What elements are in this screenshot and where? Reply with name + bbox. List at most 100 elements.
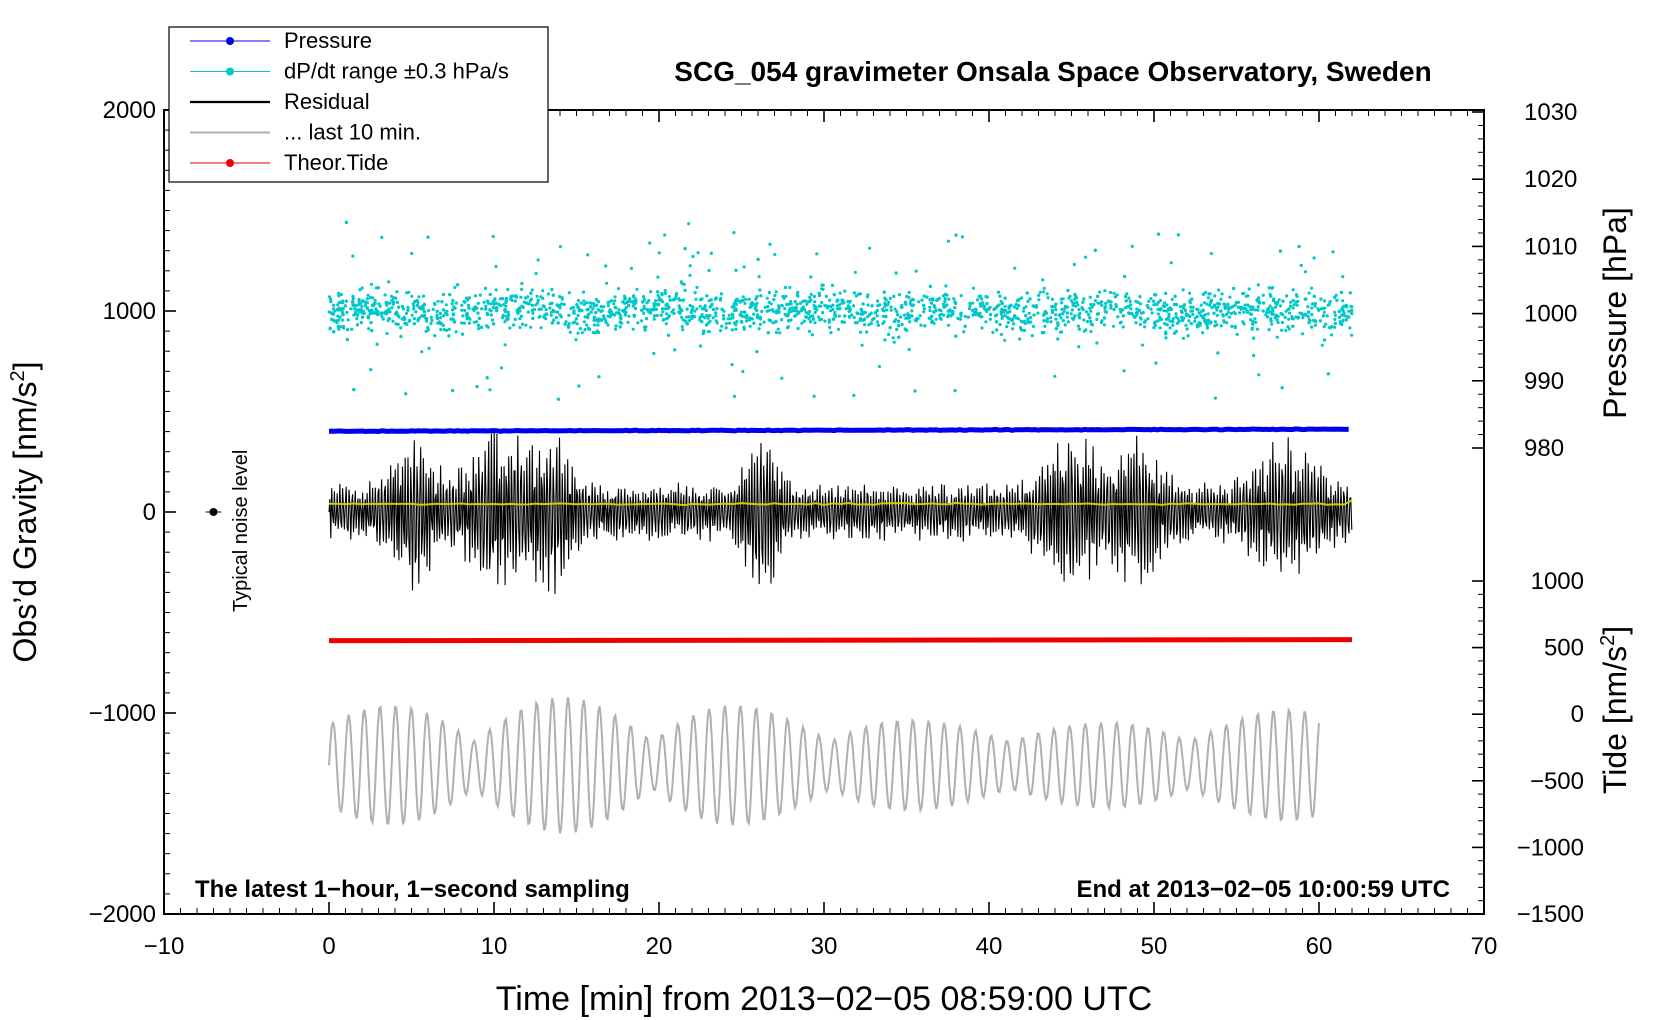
dpdt-point	[480, 307, 484, 311]
dpdt-point	[1089, 309, 1093, 313]
dpdt-point	[1257, 299, 1261, 303]
dpdt-point	[1275, 318, 1279, 322]
dpdt-point	[369, 368, 373, 372]
dpdt-point	[475, 385, 479, 389]
dpdt-point	[655, 313, 659, 318]
dpdt-point	[1124, 305, 1128, 310]
dpdt-point	[1219, 309, 1223, 313]
dpdt-point	[341, 324, 346, 328]
dpdt-point	[340, 309, 344, 313]
dpdt-point	[641, 300, 645, 304]
dpdt-point	[774, 320, 778, 324]
dpdt-point	[520, 322, 525, 326]
dpdt-point	[1171, 323, 1175, 327]
dpdt-point	[881, 309, 886, 313]
dpdt-point	[503, 343, 507, 347]
dpdt-point	[1138, 322, 1142, 326]
dpdt-point	[1297, 244, 1301, 249]
dpdt-point	[338, 315, 342, 319]
dpdt-point	[485, 324, 489, 328]
dpdt-point	[810, 333, 815, 337]
dpdt-point	[495, 309, 499, 313]
legend-entry: ... last 10 min.	[190, 120, 421, 145]
dpdt-point	[775, 309, 779, 313]
dpdt-point	[1206, 296, 1210, 300]
dpdt-point	[585, 323, 589, 327]
dpdt-point	[645, 301, 649, 305]
dpdt-point	[971, 313, 975, 317]
dpdt-point	[688, 273, 692, 277]
dpdt-point	[1303, 270, 1308, 274]
dpdt-point	[1337, 309, 1341, 313]
dpdt-point	[1008, 304, 1012, 308]
dpdt-point	[782, 296, 786, 300]
dpdt-point	[978, 295, 982, 299]
dpdt-point	[1236, 300, 1240, 304]
dpdt-point	[768, 242, 772, 246]
dpdt-point	[1350, 333, 1354, 337]
dpdt-point	[429, 315, 433, 319]
dpdt-point	[550, 301, 554, 305]
dpdt-point	[732, 302, 736, 306]
dpdt-point	[642, 295, 646, 299]
dpdt-point	[808, 295, 812, 299]
dpdt-point	[404, 392, 408, 396]
dpdt-point	[377, 302, 381, 306]
dpdt-point	[462, 321, 466, 325]
dpdt-point	[1164, 332, 1168, 336]
dpdt-point	[1349, 309, 1353, 313]
dpdt-point	[941, 294, 946, 298]
dpdt-point	[370, 329, 374, 333]
dpdt-point	[827, 320, 831, 324]
dpdt-point	[1301, 313, 1305, 317]
dpdt-point	[807, 317, 811, 321]
dpdt-point	[531, 311, 535, 315]
dpdt-point	[1062, 309, 1066, 313]
dpdt-point	[1252, 353, 1256, 358]
dpdt-point	[882, 320, 886, 324]
dpdt-point	[422, 302, 426, 306]
dpdt-point	[1269, 294, 1273, 298]
dpdt-point	[1057, 313, 1061, 317]
dpdt-point	[1003, 296, 1007, 300]
dpdt-point	[1174, 312, 1178, 316]
dpdt-point	[447, 334, 451, 338]
dpdt-point	[390, 306, 394, 310]
dpdt-point	[1275, 300, 1279, 305]
dpdt-point	[747, 297, 751, 301]
dpdt-point	[938, 316, 942, 320]
dpdt-point	[339, 292, 343, 297]
dpdt-point	[1112, 307, 1116, 312]
dpdt-point	[339, 307, 343, 311]
dpdt-point	[917, 300, 921, 304]
dpdt-point	[910, 303, 915, 307]
dpdt-point	[1267, 286, 1271, 290]
dpdt-point	[1067, 296, 1071, 300]
dpdt-point	[1100, 319, 1104, 323]
dpdt-point	[831, 317, 836, 321]
dpdt-point	[773, 252, 777, 257]
dpdt-point	[1056, 321, 1060, 325]
dpdt-point	[674, 292, 679, 296]
dpdt-point	[447, 327, 451, 331]
dpdt-point	[427, 346, 431, 350]
dpdt-point	[417, 295, 421, 299]
dpdt-point	[616, 287, 621, 291]
dpdt-point	[1342, 304, 1346, 308]
dpdt-point	[1082, 297, 1086, 301]
dpdt-point	[629, 300, 633, 304]
dpdt-point	[421, 294, 426, 298]
dpdt-point	[623, 301, 627, 305]
dpdt-point	[1061, 312, 1065, 316]
dpdt-point	[412, 317, 416, 321]
dpdt-point	[1027, 321, 1031, 325]
dpdt-point	[1037, 293, 1041, 297]
dpdt-point	[331, 318, 335, 322]
dpdt-point	[365, 297, 369, 301]
noise-marker	[205, 508, 222, 516]
dpdt-point	[617, 311, 621, 315]
dpdt-point	[416, 319, 420, 323]
x-tick-label: 20	[646, 933, 673, 960]
dpdt-point	[823, 304, 827, 308]
dpdt-point	[884, 298, 888, 302]
